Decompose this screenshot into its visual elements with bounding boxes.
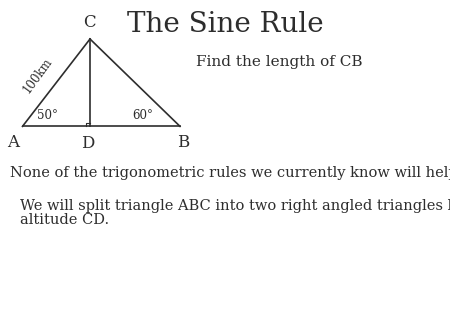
Text: 50°: 50° <box>37 109 58 122</box>
Text: A: A <box>8 134 19 151</box>
Text: D: D <box>81 135 95 152</box>
Text: altitude CD.: altitude CD. <box>20 213 109 227</box>
Text: We will split triangle ABC into two right angled triangles by adding an: We will split triangle ABC into two righ… <box>20 199 450 213</box>
Text: 100km: 100km <box>20 56 55 96</box>
Text: C: C <box>83 14 95 31</box>
Text: 60°: 60° <box>132 109 153 122</box>
Text: B: B <box>177 134 190 151</box>
Text: The Sine Rule: The Sine Rule <box>127 11 323 38</box>
Text: None of the trigonometric rules we currently know will help us here.: None of the trigonometric rules we curre… <box>10 166 450 180</box>
Text: Find the length of CB: Find the length of CB <box>196 56 362 69</box>
